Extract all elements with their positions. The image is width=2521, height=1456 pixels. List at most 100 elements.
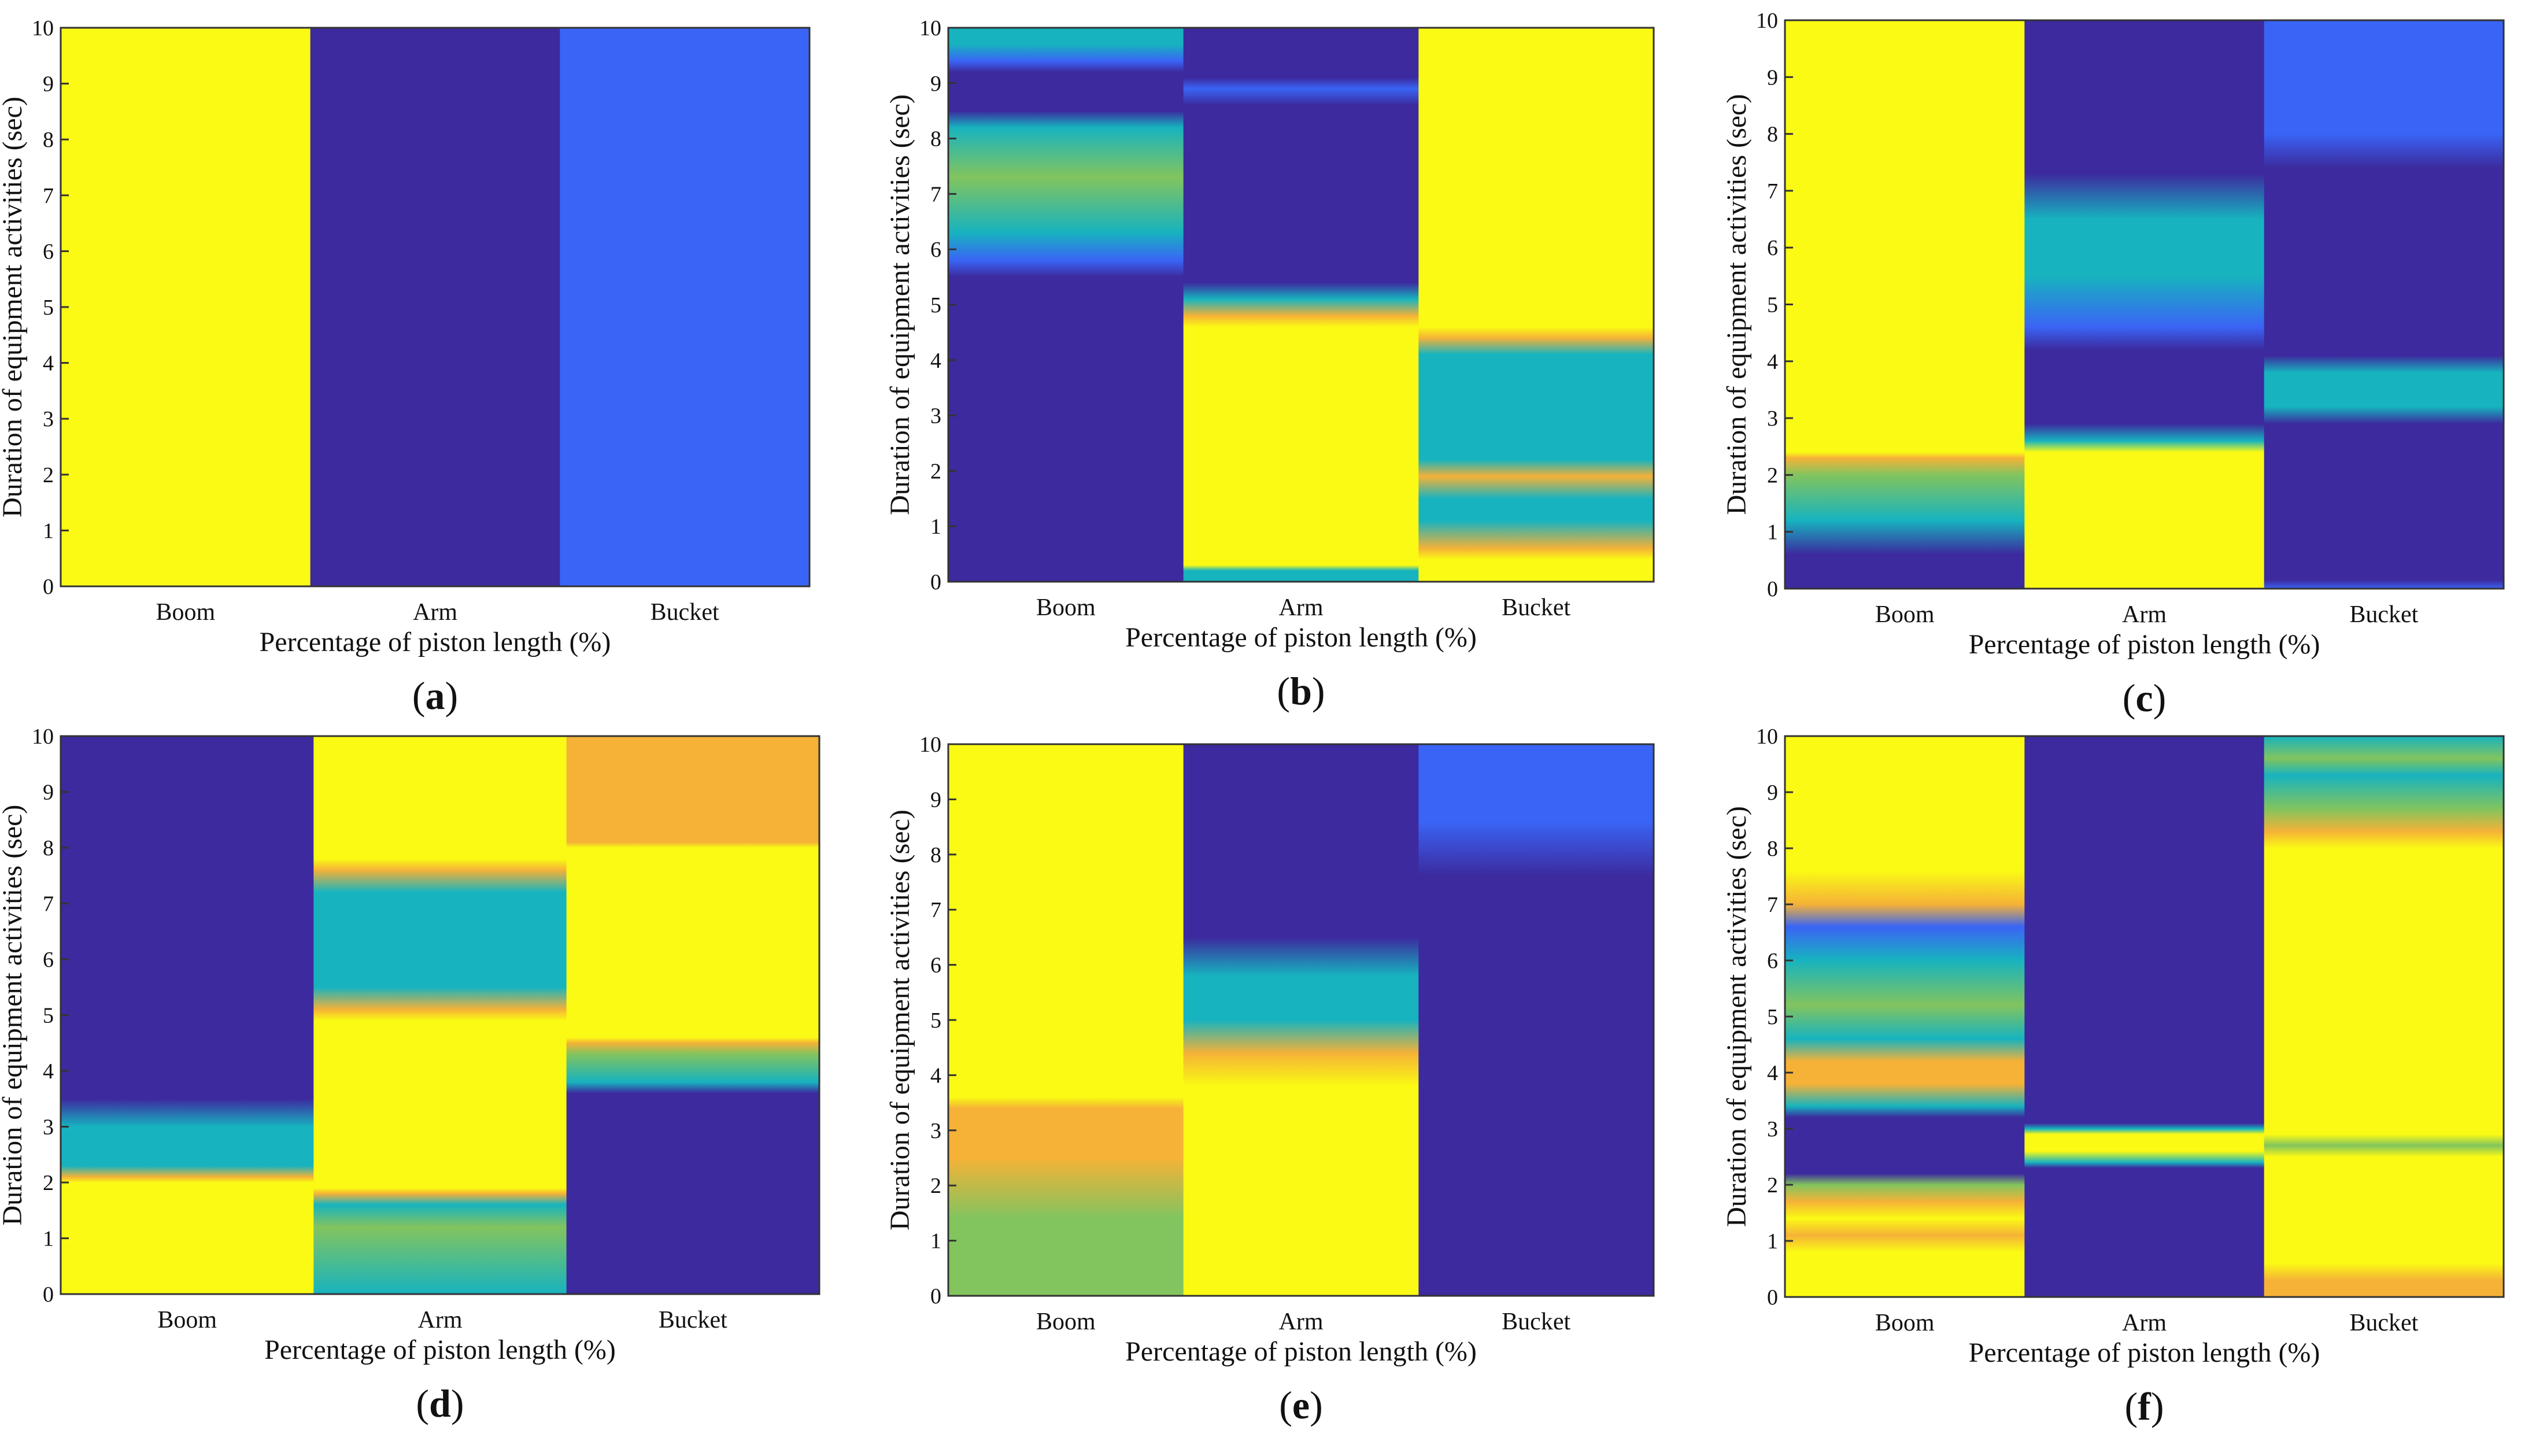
y-tick-label: 10 [1756,725,1778,749]
y-tick-label: 9 [930,788,941,812]
y-tick-label: 5 [43,1004,54,1028]
y-tick-label: 1 [43,519,54,543]
y-tick-label: 2 [930,459,941,483]
y-tick-label: 10 [919,733,941,757]
panel-label: (a) [412,674,458,718]
heatmap-column-arm [310,28,560,586]
panel-c: 0 1 2 3 4 5 6 7 8 9 10 Boom Arm Bucket Percentage of p… [1721,9,2505,720]
x-category-label: Bucket [659,1307,727,1333]
heatmap-column-arm [313,736,567,1294]
x-category-label: Arm [1279,1309,1324,1335]
y-tick-label: 1 [930,515,941,539]
y-tick-label: 2 [1767,463,1778,487]
heatmap-column-bucket [1418,28,1654,582]
x-category-label: Boom [1875,601,1935,628]
y-tick-label: 8 [43,128,54,152]
heatmap-column-bucket [560,28,810,586]
heatmap-column-boom [948,28,1184,582]
y-axis-label: Duration of equipment activities (sec) [1721,806,1752,1227]
y-tick-label: 2 [43,463,54,487]
y-tick-label: 5 [1767,293,1778,317]
x-category-label: Boom [1036,594,1096,621]
heatmap-column-boom [61,736,314,1294]
panel-label: (f) [2125,1384,2164,1428]
y-tick-label: 9 [1767,65,1778,90]
y-tick-label: 0 [1767,1285,1778,1310]
x-axis-label: Percentage of piston length (%) [1125,622,1477,653]
x-axis-label: Percentage of piston length (%) [1125,1336,1477,1367]
y-tick-label: 7 [43,892,54,917]
panel-label: (b) [1277,669,1325,713]
y-axis-label: Duration of equipment activities (sec) [1721,94,1752,515]
y-tick-label: 7 [930,898,941,922]
y-tick-label: 8 [930,127,941,151]
y-tick-label: 10 [32,725,54,749]
y-tick-label: 0 [930,1284,941,1309]
heatmap-column-boom [1785,736,2025,1297]
y-tick-label: 6 [1767,236,1778,260]
y-tick-label: 6 [930,954,941,978]
panel-e: 0 1 2 3 4 5 6 7 8 9 10 Boom Arm Bucket Percentage of p… [885,733,1655,1427]
y-tick-label: 3 [1767,1117,1778,1141]
panel-d: 0 1 2 3 4 5 6 7 8 9 10 Boom Arm Bucket Percentage of p… [0,725,820,1425]
y-tick-label: 2 [43,1171,54,1195]
y-tick-label: 4 [1767,350,1778,374]
x-category-label: Bucket [2349,1310,2418,1336]
y-tick-label: 1 [1767,520,1778,545]
heatmap-column-arm [1183,28,1419,582]
y-tick-label: 5 [43,295,54,320]
y-tick-label: 1 [930,1229,941,1254]
y-tick-label: 5 [930,1008,941,1033]
heatmap-column-boom [948,744,1184,1296]
y-tick-label: 9 [43,781,54,805]
x-category-label: Boom [1036,1309,1096,1335]
y-tick-label: 7 [1767,179,1778,204]
y-tick-label: 2 [1767,1173,1778,1198]
y-tick-label: 4 [43,1059,54,1084]
panel-a: 0 1 2 3 4 5 6 7 8 9 10 Boom Arm Bucket Percentage of p… [0,16,811,718]
panel-label: (c) [2123,676,2167,720]
x-category-label: Arm [413,599,457,626]
y-tick-label: 9 [930,72,941,96]
heatmap-column-bucket [1418,744,1654,1296]
y-tick-label: 8 [43,836,54,860]
heatmap-column-bucket [566,736,820,1294]
y-tick-label: 0 [43,575,54,599]
y-tick-label: 8 [930,843,941,867]
y-tick-label: 6 [43,239,54,264]
y-tick-label: 10 [919,16,941,40]
heatmap-column-arm [2024,736,2265,1297]
y-tick-label: 3 [43,1115,54,1140]
heatmap-column-boom [1785,20,2025,589]
x-axis-label: Percentage of piston length (%) [1969,1337,2320,1368]
y-tick-label: 1 [43,1227,54,1251]
y-tick-label: 8 [1767,837,1778,861]
x-category-label: Bucket [2349,601,2418,628]
y-axis-label: Duration of equipment activities (sec) [0,97,28,518]
y-tick-label: 3 [43,407,54,431]
y-tick-label: 6 [43,948,54,972]
y-axis-label: Duration of equipment activities (sec) [0,805,28,1226]
y-tick-label: 7 [930,182,941,206]
y-tick-label: 7 [43,184,54,208]
panel-f: 0 1 2 3 4 5 6 7 8 9 10 Boom Arm Bucket Percentage of p… [1721,725,2505,1428]
y-tick-label: 0 [1767,577,1778,601]
y-tick-label: 3 [1767,407,1778,431]
y-axis-label: Duration of equipment activities (sec) [885,810,915,1230]
heatmap-column-bucket [2264,736,2504,1297]
x-category-label: Bucket [1502,594,1570,621]
x-category-label: Arm [1279,594,1324,621]
y-tick-label: 4 [930,349,941,373]
x-category-label: Arm [2122,1310,2167,1336]
panel-b: 0 1 2 3 4 5 6 7 8 9 10 Boom Arm Bucket Percentage of p… [885,16,1655,713]
x-category-label: Bucket [1502,1309,1570,1335]
y-tick-label: 3 [930,1119,941,1143]
y-tick-label: 5 [1767,1005,1778,1029]
y-tick-label: 9 [1767,781,1778,805]
panel-label: (d) [416,1381,464,1425]
x-category-label: Arm [418,1307,463,1333]
y-tick-label: 4 [930,1063,941,1088]
x-axis-label: Percentage of piston length (%) [260,627,611,657]
